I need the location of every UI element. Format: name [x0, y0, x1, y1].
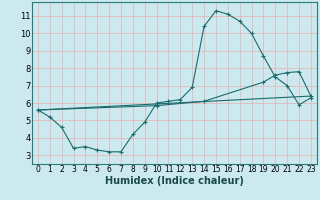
X-axis label: Humidex (Indice chaleur): Humidex (Indice chaleur)	[105, 176, 244, 186]
